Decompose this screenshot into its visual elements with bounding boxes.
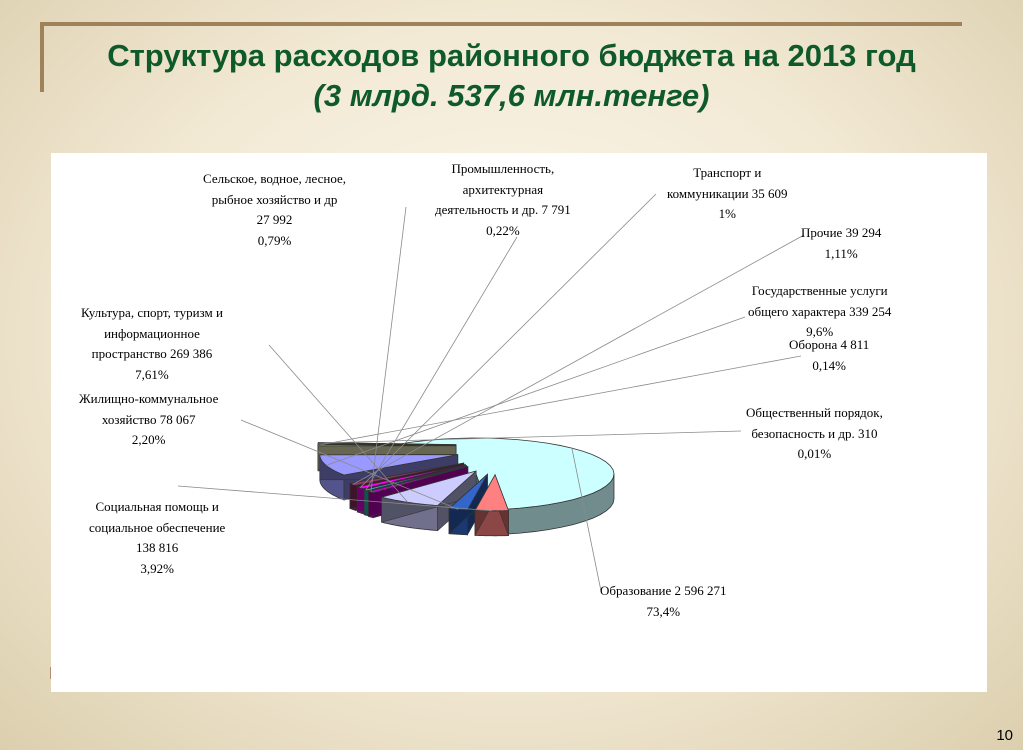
label-housing-utilities: Жилищно-коммунальное хозяйство 78 067 2,…: [79, 391, 219, 447]
leader-line-transport: [359, 193, 657, 489]
leader-line-agriculture: [370, 206, 407, 493]
label-other: Прочие 39 294 1,11%: [801, 225, 882, 261]
slide-title: Структура расходов районного бюджета на …: [0, 36, 1023, 116]
leader-line-culture-sport: [268, 344, 409, 503]
leader-line-education: [571, 448, 602, 592]
pie-slice-housing-utilities: [448, 472, 488, 536]
label-defense: Оборона 4 811 0,14%: [789, 337, 870, 373]
leader-line-housing-utilities: [240, 419, 459, 510]
chart-area: Образование 2 596 271 73,4% Социальная п…: [51, 153, 987, 692]
pie-chart: [177, 193, 805, 592]
leader-line-industry: [365, 236, 518, 491]
leader-line-social-assistance: [177, 485, 492, 512]
frame-top-line: [40, 22, 962, 26]
label-transport: Транспорт и коммуникации 35 609 1%: [667, 165, 788, 221]
label-public-order: Общественный порядок, безопасность и др.…: [746, 405, 883, 461]
leader-line-defense: [317, 355, 802, 446]
label-industry: Промышленность, архитектурная деятельнос…: [435, 161, 571, 238]
label-public-services: Государственные услуги общего характера …: [748, 283, 892, 339]
label-education: Образование 2 596 271 73,4%: [600, 583, 727, 619]
leader-line-other: [352, 234, 805, 485]
pie-slice-social-assistance: [474, 473, 510, 537]
label-social-assistance: Социальная помощь и социальное обеспечен…: [89, 499, 226, 576]
leader-line-public-order: [318, 430, 742, 444]
label-agriculture: Сельское, водное, лесное, рыбное хозяйст…: [203, 171, 347, 248]
pie-slice-culture-sport: [380, 470, 477, 532]
slide-title-main: Структура расходов районного бюджета на …: [107, 38, 916, 73]
label-culture-sport: Культура, спорт, туризм и информационное…: [81, 305, 223, 382]
slide-title-subtitle: (3 млрд. 537,6 млн.тенге): [313, 78, 710, 113]
frame-left-line: [40, 22, 44, 92]
page-number: 10: [996, 727, 1013, 744]
